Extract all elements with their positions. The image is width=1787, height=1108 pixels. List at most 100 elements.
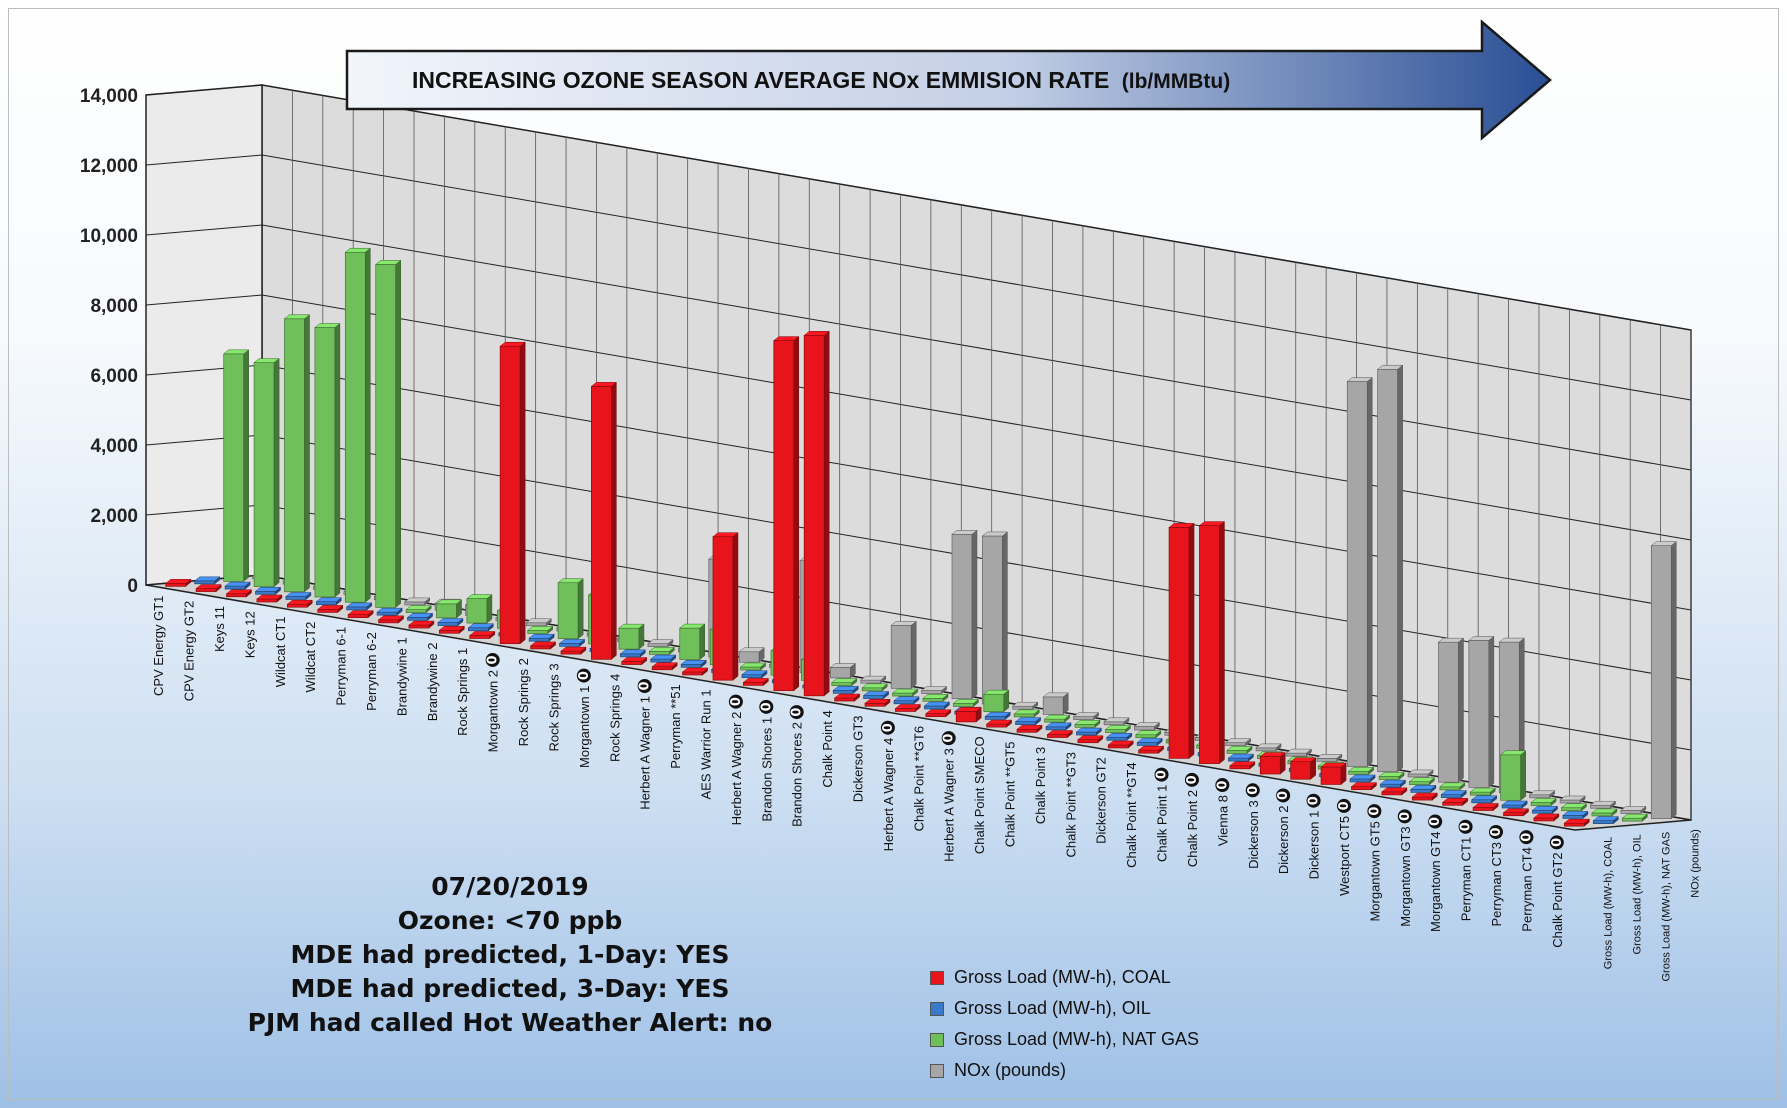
bar	[466, 594, 493, 624]
bar-top	[405, 605, 432, 610]
bar-front	[1472, 807, 1494, 811]
category-label: Rock Springs 3	[546, 663, 561, 751]
bar-front	[437, 622, 459, 626]
category-label: Perryman 6-2	[364, 632, 379, 711]
bar	[1072, 712, 1100, 721]
bar-side	[793, 336, 800, 692]
bar	[1349, 774, 1376, 783]
bar	[712, 532, 739, 681]
zero-output-circle	[1245, 783, 1260, 798]
bar-top	[984, 712, 1011, 717]
y-tick-label: 4,000	[90, 436, 138, 457]
bar-front	[650, 658, 672, 663]
category-label: Rock Springs 2	[516, 658, 531, 746]
bar	[1043, 714, 1071, 723]
category-label: Westport CT5	[1337, 816, 1352, 896]
bar-front	[620, 653, 641, 658]
bar-top	[1013, 709, 1040, 715]
bar	[1502, 808, 1530, 817]
category-label: Dickerson GT3	[851, 716, 866, 803]
bar-side	[1671, 541, 1677, 820]
bar-top	[1137, 745, 1165, 751]
bar-top	[1320, 762, 1347, 768]
bar-front	[1530, 802, 1552, 806]
bar-top	[864, 699, 891, 704]
category-label: Chalk Point **GT5	[1003, 742, 1018, 848]
series-axis-label: NOx (pounds)	[1690, 829, 1702, 897]
bar-front	[1592, 820, 1614, 824]
zero-output-glyph: 0	[1155, 770, 1170, 779]
legend-swatch-nox	[930, 1063, 944, 1078]
bar-front	[743, 682, 764, 686]
bar	[1376, 364, 1404, 773]
info-one-day: MDE had predicted, 1-Day: YES	[290, 940, 730, 969]
bar	[1440, 790, 1467, 799]
zero-output-marker: 0	[1367, 804, 1382, 819]
bar	[590, 381, 618, 660]
zero-output-marker: 0	[1458, 819, 1474, 834]
info-ozone: Ozone: <70 ppb	[397, 906, 623, 935]
bar-top	[557, 578, 584, 583]
zero-output-circle	[1215, 778, 1230, 793]
legend-label-oil: Gross Load (MW-h), OIL	[954, 998, 1151, 1018]
series-axis-label: Gross Load (MW-h), OIL	[1632, 834, 1644, 954]
bar-top	[922, 694, 949, 699]
bar	[984, 711, 1011, 720]
bar-top	[1562, 811, 1589, 816]
bar-front	[528, 637, 550, 642]
category-label: Keys 11	[212, 606, 227, 652]
bar-front	[1226, 750, 1248, 754]
bar-front	[831, 682, 853, 686]
category-label: Dickerson 3	[1246, 800, 1261, 869]
bar-top	[1133, 722, 1161, 727]
bar-top	[1255, 743, 1282, 749]
bar-front	[1076, 731, 1097, 736]
bar-top	[283, 314, 311, 320]
bar	[1135, 730, 1162, 739]
bar	[951, 529, 978, 700]
bar-top	[285, 592, 312, 597]
category-label: Perryman CT4	[1519, 847, 1534, 932]
zero-output-circle	[941, 731, 956, 746]
category-label: Morgantown GT4	[1428, 832, 1443, 932]
bar-top	[1498, 637, 1525, 643]
bar-side	[638, 623, 645, 650]
y-tick-label: 10,000	[80, 226, 138, 247]
bar-front	[1015, 721, 1036, 725]
bar-top	[1346, 377, 1373, 382]
bar-front	[832, 689, 854, 694]
zero-output-marker: 0	[789, 705, 805, 720]
bar-top	[224, 581, 251, 587]
bar-front	[285, 596, 307, 600]
zero-output-glyph: 0	[1428, 817, 1443, 826]
bar	[1077, 735, 1104, 744]
legend-label-coal: Gross Load (MW-h), COAL	[954, 967, 1171, 987]
bar	[1589, 800, 1617, 809]
bar-top	[1074, 720, 1101, 725]
bar-top	[832, 686, 859, 691]
bar	[285, 591, 312, 601]
bar-top	[1411, 792, 1438, 798]
bar-front	[1439, 786, 1461, 791]
zero-output-glyph: 0	[1307, 796, 1322, 805]
bar	[225, 589, 253, 598]
bar	[1591, 808, 1618, 817]
category-label: Brandon Shores 2	[790, 722, 805, 827]
bar-front	[1503, 812, 1524, 817]
zero-output-marker: 0	[1184, 772, 1200, 787]
bar-top	[651, 662, 678, 668]
bar	[619, 649, 647, 658]
bar-top	[1470, 795, 1498, 801]
category-label: Chalk Point 2	[1185, 790, 1200, 867]
bar-top	[1075, 727, 1103, 733]
bar-top	[1014, 717, 1042, 722]
bar-top	[437, 618, 464, 623]
bar-front	[1440, 794, 1462, 798]
chart-title-unit: (lb/MMBtu)	[1122, 70, 1230, 93]
category-label: Perryman 6-1	[334, 627, 349, 706]
bar-front	[347, 614, 369, 618]
bar-top	[1227, 753, 1255, 759]
bar-top	[1441, 798, 1469, 803]
zero-output-glyph: 0	[759, 702, 774, 711]
